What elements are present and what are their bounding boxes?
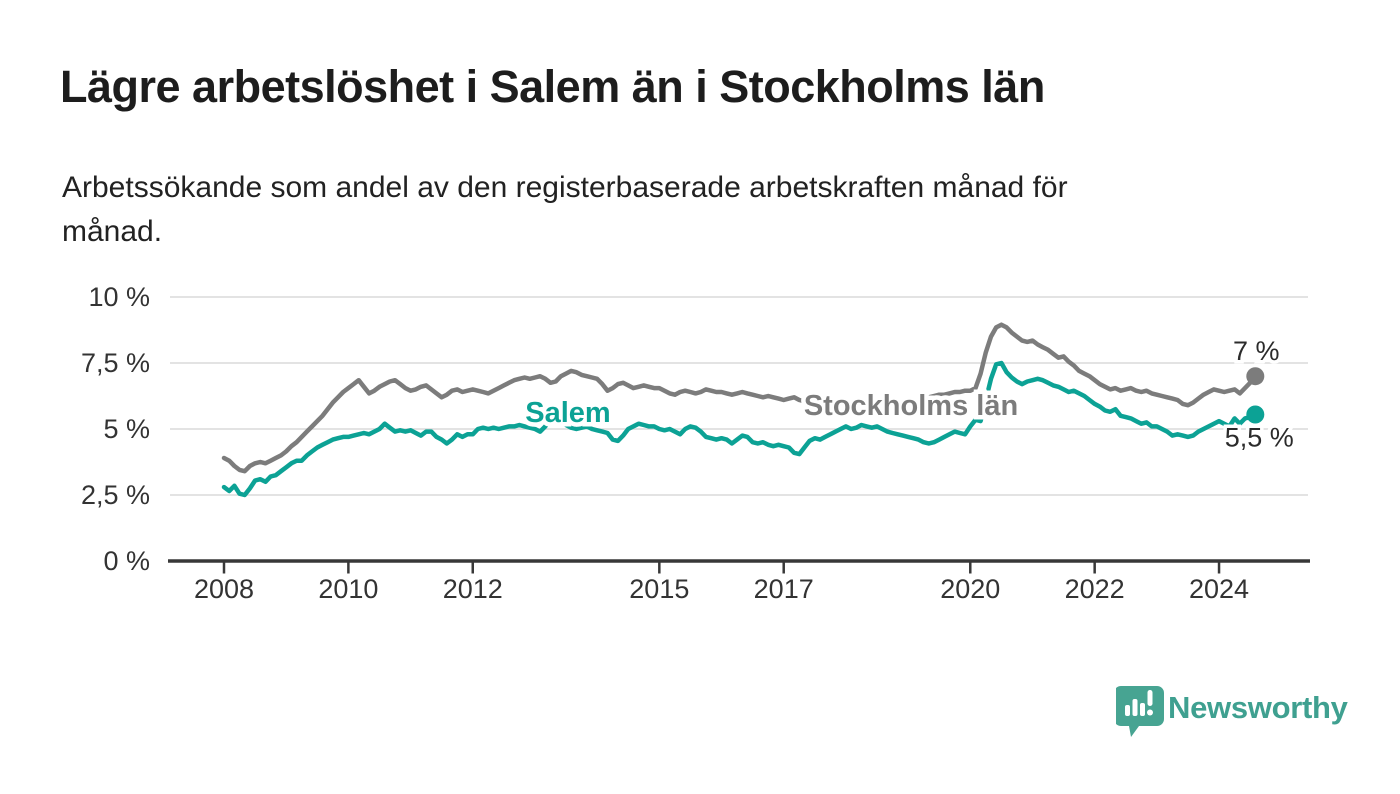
x-tick-label: 2022 [1065, 574, 1125, 604]
page-title: Lägre arbetslöshet i Salem än i Stockhol… [60, 61, 1045, 112]
newsworthy-logo-text: Newsworthy [1168, 690, 1348, 725]
bar-3 [1140, 703, 1145, 716]
series-line-stockholms-l-n [221, 322, 1258, 474]
x-tick-label: 2020 [940, 574, 1000, 604]
y-tick-label: 7,5 % [81, 348, 150, 378]
newsworthy-logo: Newsworthy [1116, 684, 1348, 742]
x-tick-label: 2012 [443, 574, 503, 604]
x-tick-label: 2008 [194, 574, 254, 604]
endpoint-dot [1246, 367, 1265, 386]
y-tick-label: 0 % [103, 546, 150, 576]
exclamation-bar [1147, 690, 1153, 706]
bar-1 [1125, 705, 1130, 716]
x-tick-label: 2015 [629, 574, 689, 604]
x-tick-label: 2017 [754, 574, 814, 604]
y-tick-label: 2,5 % [81, 480, 150, 510]
chart-subtitle-line2: månad. [62, 215, 163, 248]
x-tick-label: 2024 [1189, 574, 1249, 604]
series-label: Stockholms län [804, 390, 1018, 422]
chart-subtitle: Arbetssökande som andel av den registerb… [62, 166, 1068, 254]
end-value-label: 5,5 % [1225, 423, 1294, 453]
endpoint-dot [1246, 405, 1265, 424]
end-value-label: 7 % [1233, 336, 1280, 366]
chart-subtitle-line1: Arbetssökande som andel av den registerb… [62, 171, 1068, 204]
series-line-salem [221, 360, 1258, 498]
x-tick-label: 2010 [318, 574, 378, 604]
bar-2 [1132, 699, 1138, 716]
y-tick-label: 10 % [88, 282, 150, 312]
y-tick-label: 5 % [103, 414, 150, 444]
series-label: Salem [525, 397, 610, 429]
newsworthy-logo-mark-icon [1116, 686, 1164, 737]
exclamation-dot [1147, 709, 1153, 716]
